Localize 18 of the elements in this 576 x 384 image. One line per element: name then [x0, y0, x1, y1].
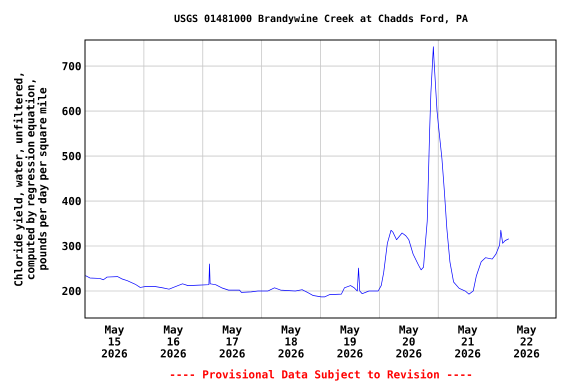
y-axis-title: Chloride yield, water, unfiltered, computed by regression equation, pounds per day per square mile	[13, 74, 49, 286]
y-tick-label: 600	[62, 106, 81, 116]
y-tick-label: 300	[62, 242, 81, 250]
y-tick-label: 400	[62, 196, 81, 206]
x-tick-label: May 20 2026	[396, 326, 422, 358]
x-tick-label: May 19 2026	[337, 326, 363, 358]
x-tick-label: May 18 2026	[278, 326, 304, 358]
x-tick-label: May 17 2026	[220, 326, 245, 358]
text: ---- Provisional Data Subject to Revision ----	[170, 369, 472, 381]
y-tick-label: 200	[62, 286, 81, 296]
y-tick-label: 700	[62, 62, 81, 70]
x-tick-label: May 21 2026	[455, 326, 480, 358]
chart-title: USGS 01481000 Brandywine Creek at Chadds Ford, PA	[174, 14, 468, 24]
x-tick-label: May 15 2026	[102, 326, 128, 358]
y-tick-label: 500	[62, 152, 81, 160]
x-tick-label: May 16 2026	[160, 326, 186, 358]
line-series	[85, 46, 510, 298]
x-tick-label: May 22 2026	[514, 326, 540, 358]
